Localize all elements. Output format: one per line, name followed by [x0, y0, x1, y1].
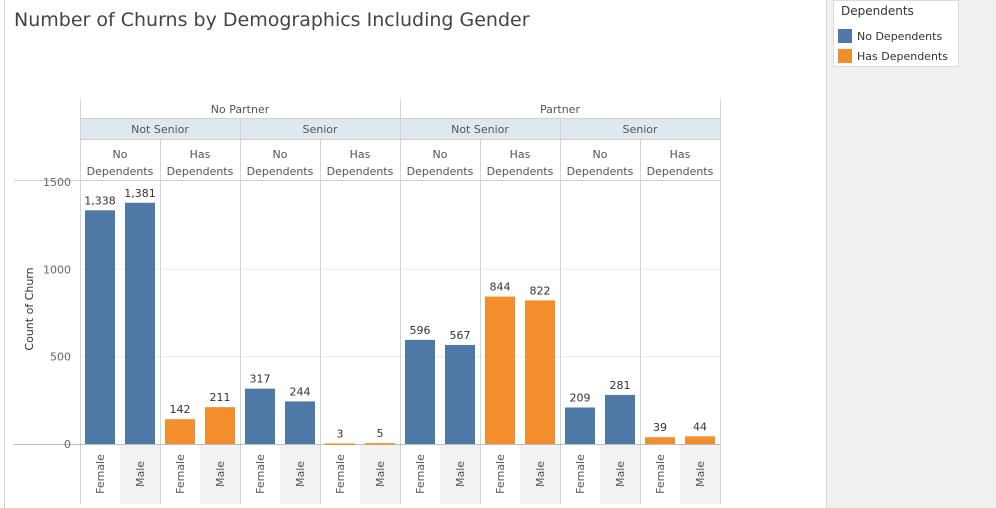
gender-label: Female	[94, 454, 107, 494]
y-tick-label: 500	[50, 351, 71, 364]
bar	[405, 339, 435, 444]
bar	[485, 296, 515, 444]
gender-label: Male	[454, 461, 467, 487]
bar-value-label: 244	[290, 385, 311, 398]
gender-label: Female	[174, 454, 187, 494]
gender-band	[360, 445, 400, 504]
dependents-header: Dependents	[487, 165, 554, 178]
gender-band	[120, 445, 160, 504]
gender-label: Male	[614, 461, 627, 487]
gender-label: Female	[254, 454, 267, 494]
gender-label: Male	[294, 461, 307, 487]
dependents-header: Dependents	[407, 165, 474, 178]
bar-value-label: 822	[530, 284, 551, 297]
y-tick-label: 1500	[43, 176, 71, 189]
gender-band	[440, 445, 480, 504]
y-axis-title: Count of Churn	[23, 267, 36, 350]
dependents-header: No	[113, 148, 128, 161]
left-border	[4, 0, 5, 508]
bar	[325, 443, 355, 445]
y-tick-label: 1000	[43, 263, 71, 276]
legend-item-has-dependents[interactable]: Has Dependents	[838, 48, 948, 64]
gender-label: Male	[214, 461, 227, 487]
bar	[365, 443, 395, 445]
bar	[285, 401, 315, 444]
bar	[685, 436, 715, 444]
y-tick-label: 0	[64, 438, 71, 451]
gender-band	[600, 445, 640, 504]
bar-value-label: 1,338	[84, 194, 116, 207]
legend[interactable]: Dependents No Dependents Has Dependents	[833, 0, 959, 67]
bar	[645, 437, 675, 444]
gender-label: Male	[134, 461, 147, 487]
legend-title: Dependents	[841, 4, 914, 18]
dependents-header: Has	[350, 148, 371, 161]
dependents-header: Dependents	[647, 165, 714, 178]
gender-label: Female	[494, 454, 507, 494]
bar-value-label: 142	[170, 403, 191, 416]
bar-value-label: 844	[490, 281, 511, 294]
senior-header: Senior	[302, 123, 338, 136]
bar	[85, 210, 115, 444]
bar-value-label: 567	[450, 329, 471, 342]
bar-value-label: 1,381	[124, 187, 156, 200]
bar-value-label: 3	[337, 427, 344, 440]
bar	[165, 419, 195, 444]
bar-value-label: 281	[610, 379, 631, 392]
legend-label-has-dependents: Has Dependents	[857, 49, 948, 63]
bar-value-label: 39	[653, 421, 667, 434]
dependents-header: Has	[190, 148, 211, 161]
dependents-header: Dependents	[327, 165, 394, 178]
gender-label: Female	[574, 454, 587, 494]
chart-title: Number of Churns by Demographics Includi…	[14, 9, 530, 31]
dependents-header: No	[433, 148, 448, 161]
bar	[245, 388, 275, 444]
senior-header: Senior	[622, 123, 658, 136]
bar	[605, 394, 635, 444]
partner-header: Partner	[540, 103, 580, 116]
legend-label-no-dependents: No Dependents	[857, 29, 943, 43]
gender-band	[680, 445, 720, 504]
gender-band	[280, 445, 320, 504]
dependents-header: Has	[670, 148, 691, 161]
dependents-header: Dependents	[567, 165, 634, 178]
bar-value-label: 5	[377, 427, 384, 440]
gender-label: Male	[534, 461, 547, 487]
gender-label: Female	[654, 454, 667, 494]
dependents-header: Dependents	[167, 165, 234, 178]
legend-item-no-dependents[interactable]: No Dependents	[838, 28, 942, 44]
bar	[205, 407, 235, 444]
bar-chart: 0 500 1000 1500 Count of Churn No Partner Part…	[14, 99, 721, 504]
senior-header: Not Senior	[451, 123, 509, 136]
dependents-header: No	[593, 148, 608, 161]
bar	[445, 344, 475, 444]
bar-value-label: 596	[410, 324, 431, 337]
bar-value-label: 211	[210, 391, 231, 404]
bar	[565, 407, 595, 444]
bar-value-label: 209	[570, 391, 591, 404]
bar	[525, 300, 555, 444]
right-panel	[826, 0, 996, 508]
legend-swatch-no-dependents	[838, 29, 852, 43]
gender-label: Male	[374, 461, 387, 487]
senior-header: Not Senior	[131, 123, 189, 136]
gender-band	[520, 445, 560, 504]
gender-label: Male	[694, 461, 707, 487]
gender-band	[200, 445, 240, 504]
gender-label: Female	[334, 454, 347, 494]
bar	[125, 202, 155, 444]
dependents-header: Dependents	[247, 165, 314, 178]
bar-value-label: 44	[693, 420, 707, 433]
dependents-header: Dependents	[87, 165, 154, 178]
partner-header: No Partner	[211, 103, 270, 116]
dependents-header: No	[273, 148, 288, 161]
gender-label: Female	[414, 454, 427, 494]
legend-swatch-has-dependents	[838, 49, 852, 63]
dependents-header: Has	[510, 148, 531, 161]
bar-value-label: 317	[250, 373, 271, 386]
